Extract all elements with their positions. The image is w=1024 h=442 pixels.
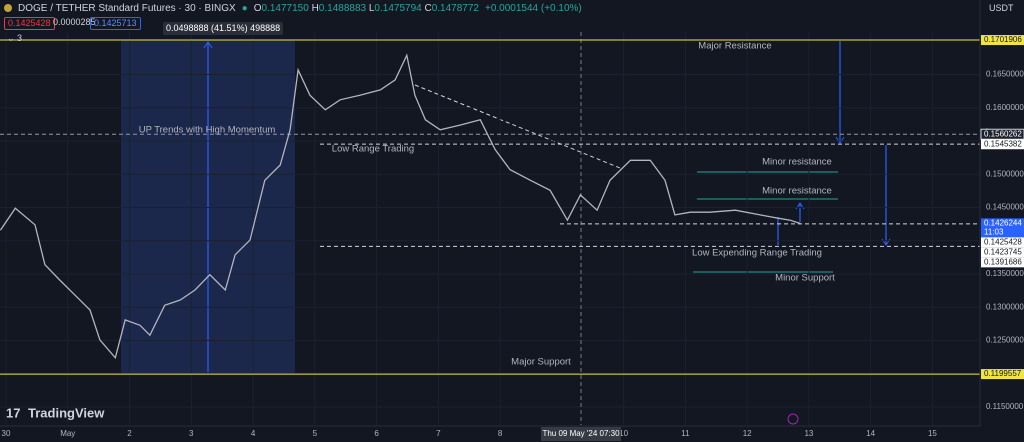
y-tick-label: 0.1600000 bbox=[986, 103, 1024, 112]
ohlc-key: O bbox=[253, 2, 262, 14]
price-label: 0.1560262 bbox=[984, 129, 1022, 138]
x-tick-label: 7 bbox=[436, 429, 441, 438]
ask[interactable]: 0.1425713 bbox=[90, 17, 141, 30]
ohlc-value: 0.1488883 bbox=[318, 2, 367, 14]
header: DOGE / TETHER Standard Futures · 30 · BI… bbox=[0, 0, 582, 16]
ohlc: O0.1477150 H0.1488883 L0.1475794 C0.1478… bbox=[254, 3, 479, 14]
x-tick-label: 15 bbox=[928, 429, 937, 438]
chevron: ⌄ bbox=[7, 33, 18, 43]
ohlc-value: 0.1475794 bbox=[374, 2, 422, 14]
ohlc-value: 0.1477150 bbox=[261, 2, 309, 14]
status-dot: ● bbox=[241, 2, 248, 14]
logo: TradingView bbox=[28, 405, 105, 420]
ohlc-key: C bbox=[424, 2, 432, 14]
coin-icon bbox=[4, 4, 12, 12]
bid[interactable]: 0.1425428 bbox=[4, 17, 55, 30]
x-tick-label: 11 bbox=[681, 429, 690, 438]
event-icon[interactable] bbox=[787, 413, 799, 425]
currency[interactable]: USDT bbox=[989, 3, 1014, 13]
x-tick-label: 30 bbox=[2, 429, 11, 438]
y-tick-label: 0.1650000 bbox=[986, 70, 1024, 79]
countdown: 11:03 bbox=[984, 227, 1004, 236]
annotation: Low Range Trading bbox=[332, 144, 414, 155]
indicator-count: 3 bbox=[17, 33, 23, 43]
price-label: 0.1426244 bbox=[984, 218, 1022, 227]
price-label: 0.1423745 bbox=[984, 247, 1022, 256]
price-label: 0.1199557 bbox=[984, 369, 1022, 378]
price-label-bg bbox=[981, 237, 1024, 248]
x-tick-label: 5 bbox=[313, 429, 318, 438]
x-tick-label: 13 bbox=[804, 429, 813, 438]
crosshair-label: Thu 09 May '24 07:30 bbox=[542, 429, 620, 438]
ohlc-key: H bbox=[311, 2, 319, 14]
price-label-bg bbox=[981, 218, 1024, 238]
price-label: 0.1701906 bbox=[984, 35, 1022, 44]
measure-label: 0.0498888 (41.51%) 498888 bbox=[163, 22, 284, 35]
x-tick-label: May bbox=[60, 429, 75, 438]
arrow-head bbox=[203, 41, 213, 49]
y-tick-label: 0.1150000 bbox=[986, 402, 1024, 411]
price-label: 0.1545382 bbox=[984, 139, 1022, 148]
price-label-bg bbox=[981, 257, 1024, 268]
x-tick-label: 3 bbox=[189, 429, 194, 438]
spread: 0.0000285 bbox=[53, 17, 96, 27]
annotation: Major Support bbox=[511, 357, 571, 368]
ohlc-value: 0.1478772 bbox=[431, 2, 479, 14]
price-label: 0.1391686 bbox=[984, 257, 1022, 266]
x-tick-label: 4 bbox=[251, 429, 256, 438]
x-tick-label: 6 bbox=[374, 429, 379, 438]
annotation: Major Resistance bbox=[698, 41, 771, 52]
x-tick-label: 12 bbox=[743, 429, 752, 438]
price-label-bg bbox=[981, 139, 1024, 150]
ohlc-key: L bbox=[368, 2, 375, 14]
x-tick-label: 14 bbox=[866, 429, 875, 438]
annotation: Low Expending Range Trading bbox=[692, 248, 822, 259]
indicator-toggle[interactable]: ⌄ 3 bbox=[4, 33, 25, 44]
change: +0.0001544 (+0.10%) bbox=[485, 2, 582, 14]
price-label-bg bbox=[981, 369, 1024, 380]
price-line bbox=[0, 53, 801, 360]
annotation: Minor Support bbox=[775, 273, 835, 284]
price-label-bg bbox=[981, 35, 1024, 46]
price-label: 0.1425428 bbox=[984, 237, 1022, 246]
trend-line bbox=[414, 84, 621, 169]
y-tick-label: 0.1450000 bbox=[986, 203, 1024, 212]
x-tick-label: 2 bbox=[127, 429, 132, 438]
annotation: Minor resistance bbox=[762, 157, 832, 168]
x-tick-label: 10 bbox=[619, 429, 628, 438]
x-tick-label: 8 bbox=[498, 429, 503, 438]
logo-mark: 17 bbox=[6, 405, 20, 420]
y-tick-label: 0.1250000 bbox=[986, 336, 1024, 345]
crosshair-label-bg bbox=[541, 427, 622, 441]
annotation: UP Trends with High Momentum bbox=[139, 125, 276, 136]
annotation: Minor resistance bbox=[762, 186, 832, 197]
y-tick-label: 0.1350000 bbox=[986, 269, 1024, 278]
y-tick-label: 0.1500000 bbox=[986, 169, 1024, 178]
arrow-head bbox=[795, 202, 805, 210]
price-label-bg bbox=[981, 247, 1024, 258]
y-tick-label: 0.1300000 bbox=[986, 302, 1024, 311]
symbol: DOGE / TETHER Standard Futures · 30 · BI… bbox=[18, 2, 236, 14]
arrow-head bbox=[835, 136, 845, 144]
